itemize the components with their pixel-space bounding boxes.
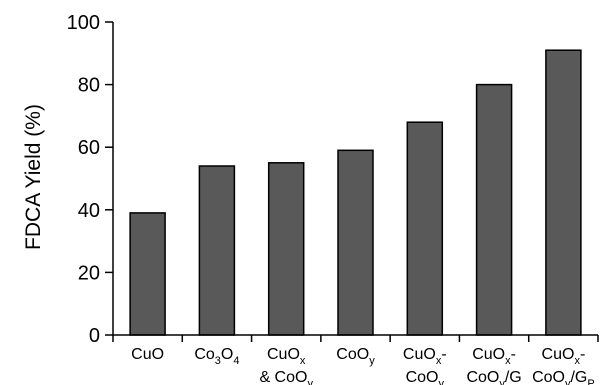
svg-text:& CoOy: & CoOy (259, 369, 313, 385)
x-tick-label: CuO (131, 346, 164, 363)
x-tick-label: CuOx & CoOy (259, 346, 313, 385)
svg-text:CuOx: CuOx (267, 346, 306, 367)
y-tick-label: 100 (67, 12, 100, 34)
svg-text:CoOy/G: CoOy/G (466, 369, 521, 385)
bar-5 (406, 121, 444, 336)
bar-7 (545, 49, 582, 336)
y-axis-label-group: FDCA Yield (%) (22, 104, 45, 250)
y-ticks-group: 0 20 40 60 80 100 (67, 12, 113, 347)
axes-group (112, 22, 598, 336)
bar-1 (129, 212, 166, 336)
bar-3 (267, 162, 305, 336)
bar-6 (475, 83, 513, 336)
bars-group (129, 49, 582, 336)
x-tick-label: CoOy (336, 346, 375, 367)
y-tick-label: 80 (78, 75, 100, 97)
y-axis-label: FDCA Yield (%) (22, 104, 45, 250)
svg-text:CoOy: CoOy (406, 369, 445, 385)
x-tick-label: Co3O4 (194, 346, 239, 367)
svg-text:CuOx-: CuOx- (542, 346, 586, 367)
svg-text:CuO: CuO (131, 346, 164, 363)
svg-text:CoOy: CoOy (336, 346, 375, 367)
y-tick-label: 0 (89, 325, 100, 347)
svg-text:CuOx-: CuOx- (472, 346, 516, 367)
y-tick-label: 20 (78, 262, 100, 284)
x-tick-label: CuOx- CoOy (403, 346, 447, 385)
y-tick-label: 60 (78, 137, 100, 159)
x-tick-label: CuOx- CoOy/G (466, 346, 521, 385)
bar-2 (198, 165, 236, 336)
svg-text:CoOy/GP: CoOy/GP (532, 369, 595, 385)
x-tick-label: CuOx- CoOy/GP (532, 346, 595, 385)
svg-text:CuOx-: CuOx- (403, 346, 447, 367)
svg-text:Co3O4: Co3O4 (194, 346, 239, 367)
bar-4 (337, 149, 374, 336)
x-ticks-group: CuO Co3O4 CuOx & CoOy CoOy CuOx- CoOy CuOx- CoOy… (112, 335, 599, 385)
y-tick-label: 40 (78, 200, 100, 222)
